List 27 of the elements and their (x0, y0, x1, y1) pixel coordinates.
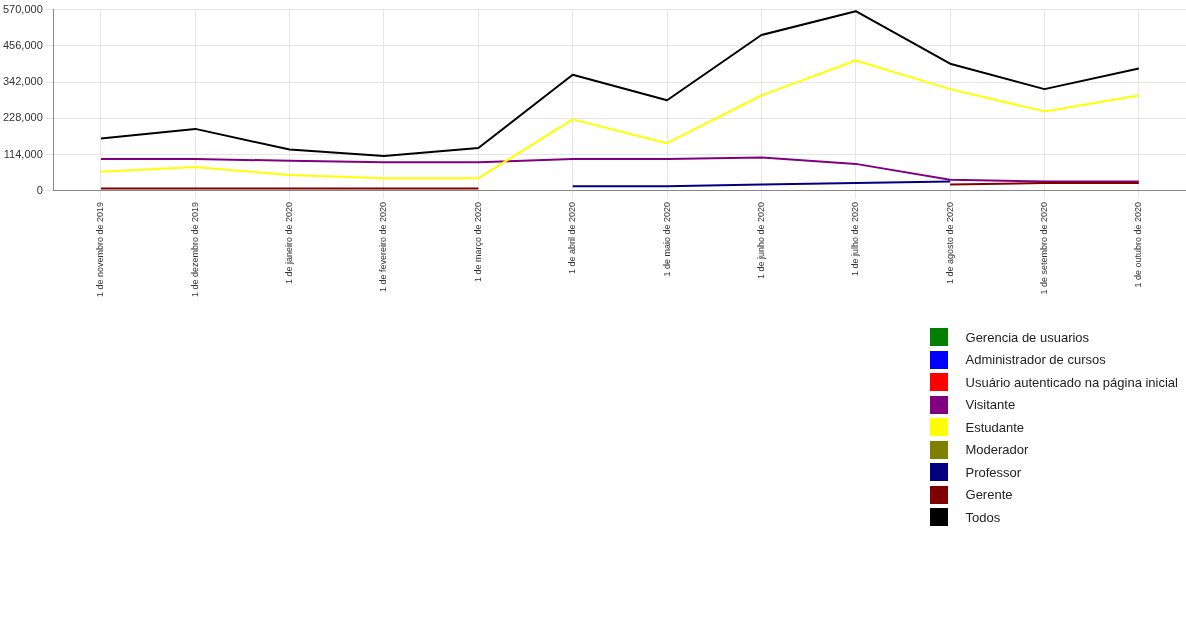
x-tick-label: 1 de outubro de 2020 (1133, 201, 1144, 288)
y-tick-label: 114,000 (3, 147, 43, 160)
legend-label: Professor (965, 464, 1022, 480)
legend-label: Gerente (965, 487, 1013, 503)
y-tick-label: 456,000 (3, 38, 43, 51)
x-tick-label: 1 de maio de 2020 (661, 201, 672, 277)
x-tick-label: 1 de julho de 2020 (850, 201, 861, 277)
x-tick-label: 1 de junho de 2020 (755, 201, 766, 280)
x-tick-label: 1 de janeiro de 2020 (284, 201, 295, 285)
x-tick-label: 1 de agosto de 2020 (944, 201, 955, 285)
x-tick-label: 1 de dezembro de 2019 (189, 201, 200, 298)
y-tick-label: 342,000 (3, 75, 43, 88)
x-tick-label: 1 de novembro de 2019 (95, 201, 106, 298)
x-tick-label: 1 de setembro de 2020 (1038, 201, 1049, 295)
legend-label: Moderador (965, 442, 1029, 458)
x-tick-label: 1 de março de 2020 (472, 201, 483, 282)
legend-label: Usuário autenticado na página inicial (965, 374, 1178, 390)
legend-label: Administrador de cursos (965, 352, 1106, 368)
y-tick-label: 228,000 (3, 111, 43, 124)
y-tick-label: 0 (36, 183, 43, 196)
x-tick-label: 1 de fevereiro de 2020 (378, 201, 389, 293)
y-tick-label: 570,000 (3, 2, 43, 15)
x-tick-label: 1 de abril de 2020 (567, 201, 578, 274)
legend-label: Visitante (965, 397, 1016, 413)
legend-label: Todos (965, 509, 1001, 525)
legend-label: Estudante (965, 419, 1025, 435)
legend-label: Gerencia de usuarios (965, 329, 1090, 345)
